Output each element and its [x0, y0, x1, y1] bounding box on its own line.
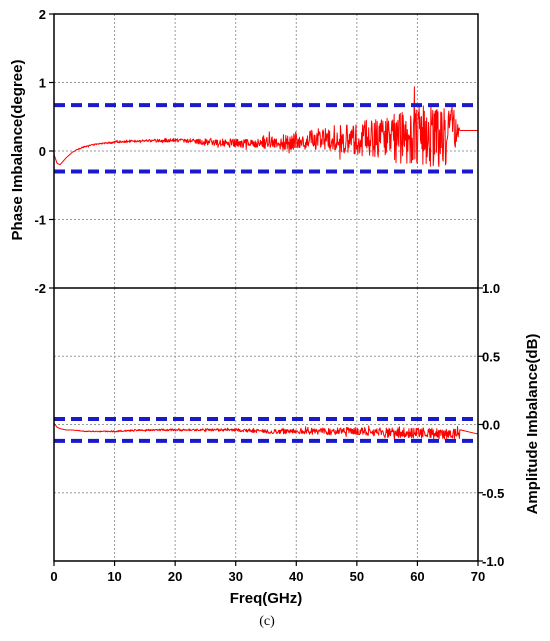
y-axis-label-left: Phase Imbalance(degree): [9, 60, 26, 241]
x-tick-label: 20: [168, 569, 182, 584]
y-tick-label: 1: [39, 76, 46, 91]
y-tick-label: 0: [39, 144, 46, 159]
y-tick-label: -2: [34, 281, 46, 296]
series-layer: [53, 86, 479, 443]
figure-caption: (c): [259, 614, 275, 629]
y-tick-label: -1.0: [482, 554, 504, 569]
x-tick-label: 30: [228, 569, 242, 584]
y-tick-label: -0.5: [482, 486, 504, 501]
ticks-layer: -2 -1 0 1 2 -1.0 -0.5 0.0 0.5 1.0 0 10 20 30 40 50 60 70: [34, 7, 504, 584]
y-tick-label: 0.5: [482, 349, 500, 364]
x-tick-label: 10: [107, 569, 121, 584]
x-tick-label: 40: [289, 569, 303, 584]
y-tick-label: 2: [39, 7, 46, 22]
y-axis-label-right: Amplitude Imbalance(dB): [524, 334, 541, 515]
x-axis-label: Freq(GHz): [230, 590, 303, 607]
measured-trace: [53, 86, 479, 167]
x-tick-label: 50: [350, 569, 364, 584]
x-tick-label: 70: [471, 569, 485, 584]
measured-trace: [53, 422, 479, 441]
y-tick-label: 0.0: [482, 418, 500, 433]
x-tick-label: 0: [50, 569, 57, 584]
bottom-grid: [54, 288, 478, 561]
y-tick-label: 1.0: [482, 281, 500, 296]
y-tick-label: -1: [34, 213, 46, 228]
x-tick-label: 60: [410, 569, 424, 584]
